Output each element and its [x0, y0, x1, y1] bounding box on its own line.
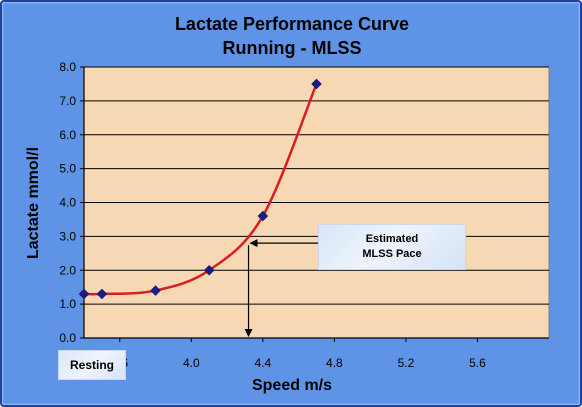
data-point-marker — [96, 288, 108, 300]
x-axis-label: Speed m/s — [252, 377, 332, 394]
data-point-marker — [203, 264, 215, 276]
annotation-arrows — [244, 239, 318, 337]
y-tick-label: 0.0 — [59, 331, 76, 345]
x-tick-label: 5.6 — [469, 356, 486, 370]
y-tick-label: 2.0 — [59, 263, 76, 277]
data-point-marker — [257, 210, 269, 222]
data-point-marker — [150, 285, 161, 296]
chart-subtitle: Running - MLSS — [223, 38, 362, 58]
x-tick-label: 5.2 — [398, 356, 415, 370]
y-tick-labels: 0.0 1.0 2.0 3.0 4.0 5.0 6.0 7.0 8.0 — [59, 60, 76, 345]
x-tick-labels: 3.64.04.44.85.25.6 — [111, 356, 486, 370]
data-markers — [78, 78, 322, 300]
y-tick-label: 1.0 — [59, 297, 76, 311]
data-point-marker — [78, 288, 90, 300]
y-axis-label: Lactate mmol/l — [25, 147, 42, 259]
x-tick-label: 4.8 — [326, 356, 343, 370]
chart-title: Lactate Performance Curve — [175, 14, 409, 34]
y-tick-label: 5.0 — [59, 162, 76, 176]
y-tick-label: 3.0 — [59, 229, 76, 243]
data-point-marker — [311, 78, 322, 90]
mlss-annotation-box: Estimated MLSS Pace — [318, 224, 466, 270]
annotation-line-2: MLSS Pace — [362, 248, 422, 260]
y-tick-label: 7.0 — [59, 94, 76, 108]
x-tick-label: 4.4 — [255, 356, 272, 370]
y-tick-label: 6.0 — [59, 128, 76, 142]
x-tick-label: 4.0 — [183, 356, 200, 370]
grid-lines — [80, 66, 549, 342]
y-tick-label: 4.0 — [59, 196, 76, 210]
y-tick-label: 8.0 — [59, 60, 76, 74]
resting-label: Resting — [58, 350, 126, 380]
annotation-line-1: Estimated — [365, 233, 419, 245]
